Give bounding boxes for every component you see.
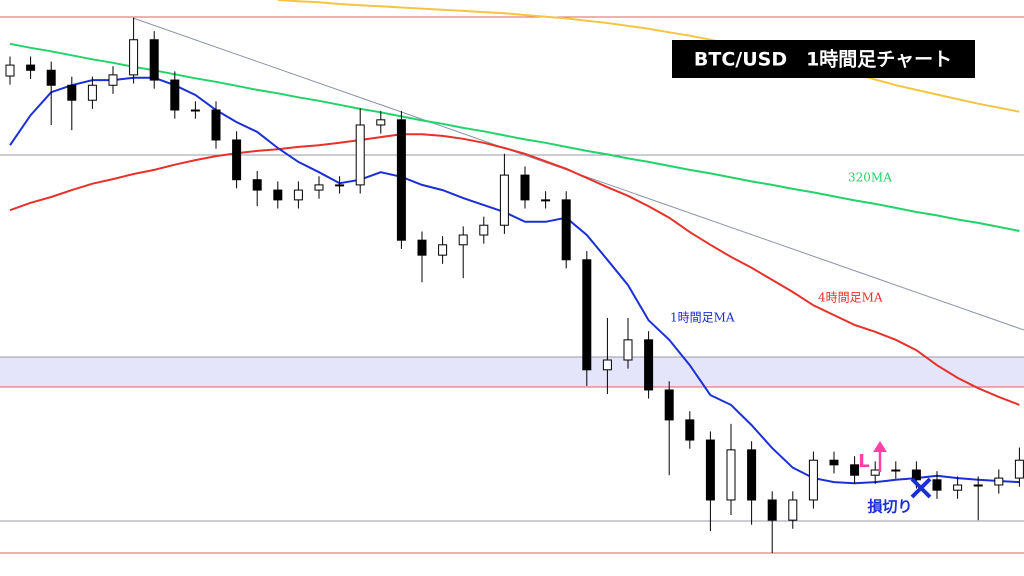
candle-body — [355, 124, 365, 186]
candle-body — [67, 84, 77, 101]
moving-average — [9, 42, 1020, 232]
candle-body — [994, 477, 1004, 486]
candle-body — [479, 224, 489, 236]
candle-body — [108, 74, 118, 86]
moving-average — [9, 76, 1020, 485]
candle-body — [602, 359, 612, 371]
candle-body — [26, 64, 36, 71]
candle-body — [870, 469, 880, 476]
candle-body — [211, 109, 221, 141]
candle-body — [293, 189, 303, 201]
candle-body — [891, 469, 901, 472]
candle-body — [623, 339, 633, 361]
candle-body — [438, 244, 448, 256]
candle-body — [953, 484, 963, 491]
candle-body — [911, 469, 921, 481]
candle-body — [685, 419, 695, 441]
candle-body — [252, 179, 262, 191]
candle-body — [788, 499, 798, 521]
moving-average — [277, 0, 1020, 113]
candle-body — [314, 184, 324, 191]
stop-mark — [910, 477, 932, 499]
candle-body — [932, 479, 942, 491]
candle-body — [726, 449, 736, 501]
candle-body — [582, 259, 592, 371]
ma-label: 1時間足MA — [670, 311, 735, 325]
plot — [5, 0, 1024, 553]
candle-body — [417, 239, 427, 256]
candle-body — [541, 199, 551, 202]
candle-body — [1014, 459, 1024, 479]
moving-average — [9, 133, 1020, 406]
candle-body — [46, 69, 56, 86]
candle-body — [850, 464, 860, 476]
entry-label: L — [858, 451, 869, 472]
candle-body — [705, 439, 715, 501]
candle-body — [396, 119, 406, 241]
chart-title: BTC/USD 1時間足チャート — [694, 49, 952, 71]
candle-body — [664, 389, 674, 421]
candle-body — [149, 39, 159, 81]
candle-body — [190, 109, 200, 112]
ma-label: 320MA — [848, 171, 892, 185]
candle-body — [808, 459, 818, 501]
candle-body — [767, 499, 777, 521]
resistance-zone — [0, 357, 1024, 387]
candle-body — [273, 189, 283, 201]
candle-body — [232, 139, 242, 181]
candle-body — [520, 174, 530, 201]
ma-label: 4時間足MA — [818, 291, 883, 305]
candle-body — [747, 449, 757, 501]
candle-body — [458, 234, 468, 246]
candle-body — [376, 119, 386, 126]
candle-body — [829, 459, 839, 466]
candle-body — [561, 199, 571, 261]
title-box — [672, 40, 975, 78]
candle-body — [5, 64, 15, 77]
candle-body — [973, 484, 983, 487]
entry-arrow-head — [873, 441, 887, 452]
candle-body — [87, 84, 97, 101]
candle-body — [335, 184, 345, 187]
stop-label: 損切り — [867, 498, 912, 516]
candle-body — [129, 39, 139, 76]
candle-body — [170, 79, 180, 111]
candle-body — [499, 174, 509, 226]
candle-body — [644, 339, 654, 391]
